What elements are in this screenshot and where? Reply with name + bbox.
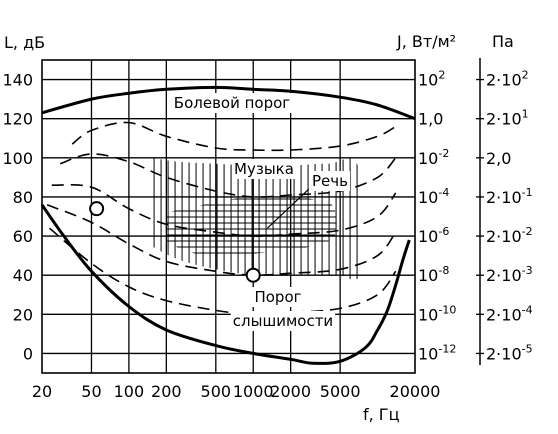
x-tick-label: 20 (32, 382, 52, 401)
y-tick-label: 20 (13, 305, 33, 324)
y-tick-label: 60 (13, 227, 33, 246)
intensity-tick-label: 10-8 (418, 264, 449, 285)
series-group (40, 85, 416, 365)
x-axis-label: f, Гц (363, 405, 400, 424)
y-axis-label: L, дБ (4, 33, 45, 52)
label-background (232, 159, 296, 179)
threshold-curve (41, 85, 416, 121)
hearing-threshold-label-line2: слышимости (233, 312, 333, 330)
x-tick-label: 200 (151, 382, 182, 401)
pressure-axis-label: Па (492, 32, 514, 51)
speech-pointer-line (266, 188, 310, 229)
label-background (252, 287, 304, 307)
x-tick-label: 100 (114, 382, 145, 401)
pressure-tick-label: 2·10-4 (486, 303, 533, 324)
marker-circle (89, 201, 105, 217)
equal-loudness-curve (71, 121, 397, 152)
pressure-tick-label: 2·101 (486, 108, 529, 129)
threshold-curve (40, 203, 411, 365)
y-tick-label: 140 (2, 71, 33, 90)
intensity-tick-label: 10-2 (418, 147, 449, 168)
x-tick-label: 20000 (390, 382, 441, 401)
marker-circle (245, 267, 261, 283)
y-tick-label: 100 (2, 149, 33, 168)
equal-loudness-curve (51, 184, 397, 237)
y-tick-label: 120 (2, 110, 33, 129)
x-tick-label: 50 (81, 382, 101, 401)
x-tick-label: 2000 (270, 382, 311, 401)
y-tick-label: 0 (23, 344, 33, 363)
x-tick-label: 1000 (233, 382, 274, 401)
label-background (171, 93, 293, 113)
intensity-axis-label: J, Вт/м² (396, 32, 456, 51)
pain-threshold-label: Болевой порог (174, 94, 291, 112)
pressure-tick-label: 2·10-3 (486, 264, 533, 285)
markers-group (89, 201, 261, 283)
intensity-tick-label: 102 (418, 69, 445, 90)
label-background (310, 171, 350, 191)
intensity-tick-label: 10-12 (418, 342, 456, 363)
x-tick-label: 500 (201, 382, 232, 401)
speech-region-label: Речь (312, 172, 348, 190)
pressure-tick-label: 2·10-1 (486, 186, 533, 207)
x-tick-label: 5000 (320, 382, 361, 401)
music-region-label: Музыка (234, 160, 294, 178)
intensity-tick-label: 10-4 (418, 186, 449, 207)
pressure-tick-label: 2·10-5 (486, 342, 533, 363)
speech-music-regions (153, 157, 358, 280)
speech-region-hatching (166, 198, 337, 254)
y-tick-label: 40 (13, 266, 33, 285)
equal-loudness-curve (46, 204, 397, 277)
intensity-tick-label: 10-10 (418, 303, 456, 324)
labels: L, дБ J, Вт/м² Па f, Гц Болевой порог Му… (4, 32, 514, 424)
hearing-threshold-label-line1: Порог (254, 288, 301, 306)
plot-frame (41, 59, 416, 374)
intensity-tick-label: 1,0 (418, 110, 443, 129)
pressure-tick-label: 2,0 (486, 149, 511, 168)
label-background (230, 311, 336, 331)
equal-loudness-curve (59, 153, 397, 198)
intensity-tick-label: 10-6 (418, 225, 449, 246)
music-region-hatching (153, 157, 358, 280)
pressure-tick-label: 2·10-2 (486, 225, 533, 246)
pressure-tick-label: 2·102 (486, 69, 529, 90)
y-tick-label: 80 (13, 188, 33, 207)
